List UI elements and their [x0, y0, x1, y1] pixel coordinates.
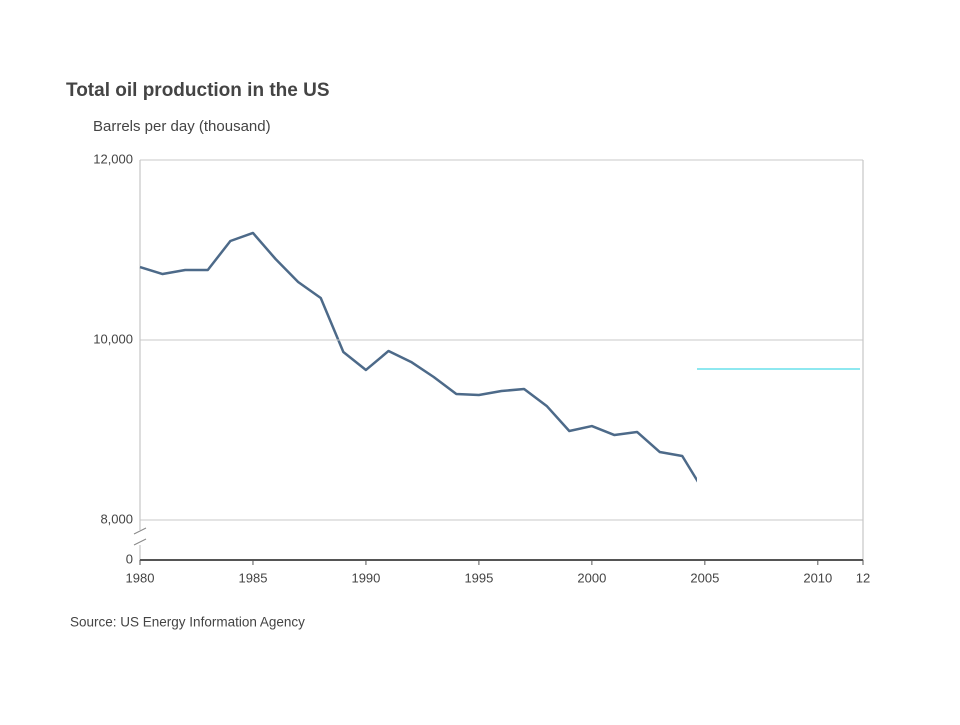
x-tick-label: 1990: [351, 570, 380, 585]
axis-subtitle: Barrels per day (thousand): [93, 118, 271, 135]
x-tick-label: 1985: [239, 570, 268, 585]
axis-break: [133, 527, 147, 535]
axis-break: [133, 538, 147, 546]
x-tick-label: 1995: [464, 570, 493, 585]
data-line: [139, 231, 706, 494]
y-tick-label: 12,000: [93, 151, 133, 166]
x-tick-label: 2000: [577, 570, 606, 585]
source: Source: US Energy Information Agency: [70, 615, 305, 630]
x-tick-label: 1980: [126, 570, 155, 585]
y-tick-label: 8,000: [100, 511, 133, 526]
x-tick-label: 12: [856, 570, 870, 585]
y-tick-label: 0: [126, 551, 133, 566]
y-tick-label: 10,000: [93, 331, 133, 346]
chart-title: Total oil production in the US: [66, 80, 330, 101]
x-tick-label: 2005: [690, 570, 719, 585]
x-tick-label: 2010: [803, 570, 832, 585]
